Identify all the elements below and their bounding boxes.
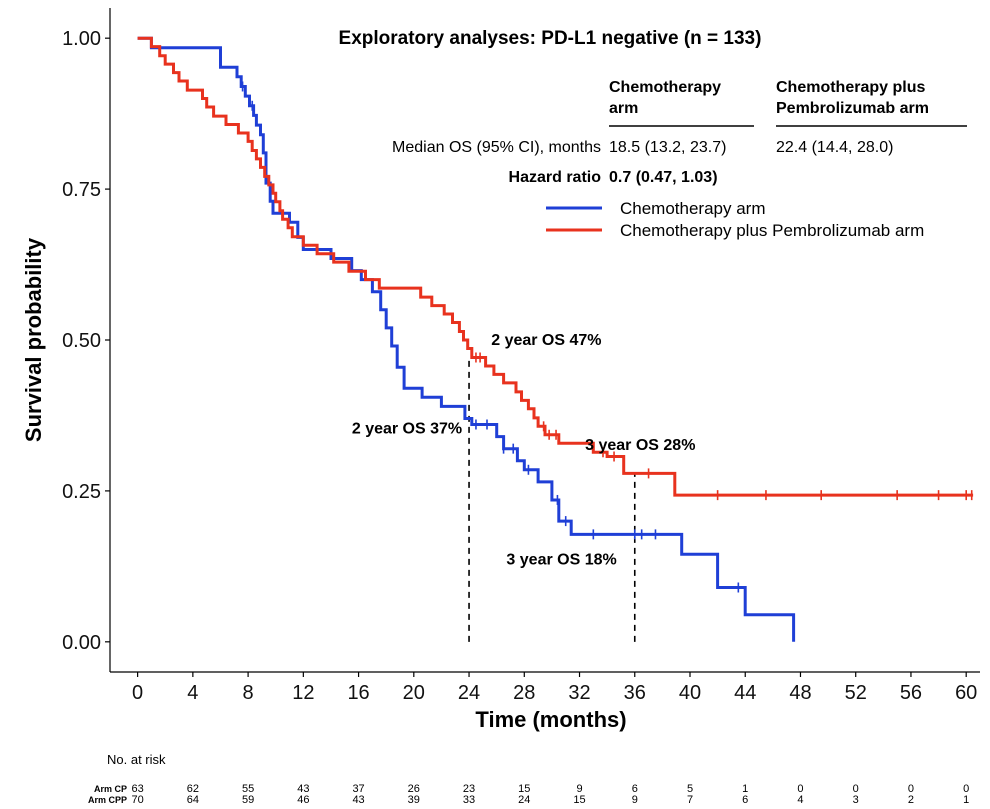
y-tick-label: 0.50 — [62, 330, 101, 352]
risk-count: 63 — [131, 783, 143, 795]
x-tick-label: 4 — [187, 682, 198, 704]
risk-count: 39 — [408, 794, 420, 806]
series-line-chemo-plus-pembrolizumab — [137, 36, 974, 497]
risk-row-label: Arm CPP — [88, 795, 127, 805]
x-tick-label: 60 — [955, 682, 977, 704]
x-tick-label: 0 — [132, 682, 143, 704]
risk-count: 9 — [632, 794, 638, 806]
y-tick-label: 0.75 — [62, 179, 101, 201]
stats-header: Chemotherapy — [609, 79, 721, 96]
legend: Chemotherapy arm Chemotherapy plus Pembro… — [546, 199, 924, 240]
risk-count: 55 — [242, 783, 254, 795]
os-annotation: 3 year OS 18% — [506, 552, 616, 569]
risk-count: 26 — [408, 783, 420, 795]
y-tick-label: 1.00 — [62, 28, 101, 50]
risk-count: 7 — [687, 794, 693, 806]
risk-count: 64 — [187, 794, 199, 806]
legend-label: Chemotherapy plus Pembrolizumab arm — [620, 221, 924, 240]
risk-count: 59 — [242, 794, 254, 806]
x-tick-label: 44 — [734, 682, 756, 704]
risk-count: 0 — [797, 783, 803, 795]
risk-count: 37 — [352, 783, 364, 795]
risk-count: 1 — [963, 794, 969, 806]
x-axis-label: Time (months) — [475, 707, 626, 732]
annotations: 2 year OS 47% 2 year OS 37% 3 year OS 28% 3… — [352, 332, 696, 569]
risk-count: 0 — [908, 783, 914, 795]
chart-title: Exploratory analyses: PD-L1 negative (n … — [339, 28, 762, 49]
legend-label: Chemotherapy arm — [620, 199, 766, 218]
risk-count: 33 — [463, 794, 475, 806]
risk-table: No. at risk Arm CP 63 62 55 43 37 26 23 15 9 6 5 1 0 0… — [88, 752, 969, 806]
x-tick-label: 8 — [243, 682, 254, 704]
stats-table: Chemotherapy arm Chemotherapy plus Pembroli… — [392, 79, 967, 186]
risk-count: 9 — [576, 783, 582, 795]
stats-header: Chemotherapy plus — [776, 79, 925, 96]
plot-marks — [137, 36, 974, 642]
risk-count: 15 — [518, 783, 530, 795]
risk-row-label: Arm CP — [94, 784, 127, 794]
x-tick-label: 52 — [845, 682, 867, 704]
stats-cell: 22.4 (14.4, 28.0) — [776, 139, 893, 156]
os-annotation: 3 year OS 28% — [585, 437, 695, 454]
stats-row-label: Median OS (95% CI), months — [392, 139, 601, 156]
risk-count: 46 — [297, 794, 309, 806]
stats-header: arm — [609, 100, 638, 117]
risk-table-heading: No. at risk — [107, 752, 166, 767]
stats-row-label: Hazard ratio — [509, 169, 602, 186]
stats-header: Pembrolizumab arm — [776, 100, 929, 117]
risk-count: 43 — [297, 783, 309, 795]
risk-count: 43 — [352, 794, 364, 806]
y-tick-label: 0.00 — [62, 632, 101, 654]
x-tick-label: 20 — [403, 682, 425, 704]
risk-count: 3 — [853, 794, 859, 806]
y-axis-label: Survival probability — [21, 237, 46, 442]
risk-count: 23 — [463, 783, 475, 795]
x-tick-label: 28 — [513, 682, 535, 704]
x-tick-label: 24 — [458, 682, 480, 704]
risk-count: 15 — [573, 794, 585, 806]
risk-count: 1 — [742, 783, 748, 795]
series-line-chemotherapy — [137, 36, 796, 642]
x-tick-label: 12 — [292, 682, 314, 704]
risk-count: 6 — [632, 783, 638, 795]
x-tick-label: 36 — [624, 682, 646, 704]
risk-count: 6 — [742, 794, 748, 806]
y-tick-label: 0.25 — [62, 481, 101, 503]
stats-cell: 18.5 (13.2, 23.7) — [609, 139, 726, 156]
stats-cell: 0.7 (0.47, 1.03) — [609, 169, 718, 186]
x-tick-label: 40 — [679, 682, 701, 704]
risk-count: 70 — [131, 794, 143, 806]
x-tick-label: 48 — [789, 682, 811, 704]
risk-count: 5 — [687, 783, 693, 795]
os-annotation: 2 year OS 47% — [491, 332, 601, 349]
os-annotation: 2 year OS 37% — [352, 421, 462, 438]
x-tick-label: 16 — [347, 682, 369, 704]
x-tick-label: 32 — [568, 682, 590, 704]
risk-count: 2 — [908, 794, 914, 806]
risk-count: 62 — [187, 783, 199, 795]
axes: 0.000.250.500.751.000 4 8 12 16 20 24 28 32 36 40 4… — [62, 8, 980, 704]
risk-count: 0 — [963, 783, 969, 795]
risk-count: 0 — [853, 783, 859, 795]
x-tick-label: 56 — [900, 682, 922, 704]
risk-count: 4 — [797, 794, 803, 806]
risk-count: 24 — [518, 794, 530, 806]
